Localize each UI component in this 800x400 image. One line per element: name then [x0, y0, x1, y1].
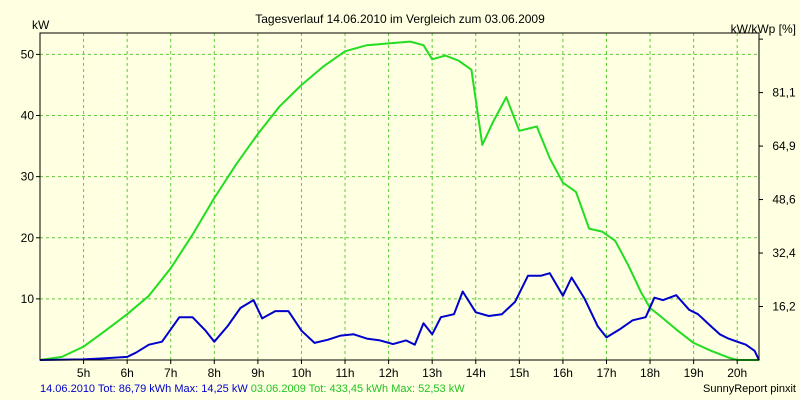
y-axis-right-label: kW/kWp [%] — [731, 22, 796, 36]
footer-legend: 14.06.2010 Tot: 86,79 kWh Max: 14,25 kW … — [40, 381, 465, 397]
x-tick-label: 18h — [640, 366, 660, 380]
x-tick-label: 17h — [596, 366, 616, 380]
y-left-tick-label: 30 — [21, 170, 35, 184]
series-line-1 — [39, 272, 760, 361]
plot-area — [40, 33, 759, 360]
x-tick-label: 6h — [120, 366, 133, 380]
plot-frame — [39, 32, 760, 361]
x-tick-label: 14h — [466, 366, 486, 380]
y-left-tick-label: 20 — [21, 231, 35, 245]
y-right-tick-label: 81,1 — [772, 86, 796, 100]
x-tick-label: 10h — [291, 366, 311, 380]
ticks: 5h 6h 7h 8h 9h 10h 11h 12h 13h 14h 15h 16h 17h 18h 19h… — [21, 38, 796, 380]
x-tick-label: 13h — [422, 366, 442, 380]
x-tick-label: 12h — [379, 366, 399, 380]
x-tick-label: 11h — [335, 366, 354, 380]
y-right-tick-label: 16,2 — [772, 300, 796, 314]
x-tick-label: 15h — [509, 366, 529, 380]
footer: 14.06.2010 Tot: 86,79 kWh Max: 14,25 kW … — [0, 381, 800, 397]
y-left-tick-label: 40 — [21, 109, 35, 123]
legend-series-2010: 14.06.2010 Tot: 86,79 kWh Max: 14,25 kW — [40, 383, 248, 395]
x-tick-label: 7h — [164, 366, 177, 380]
y-right-tick-label: 64,9 — [772, 139, 796, 153]
x-tick-label: 8h — [208, 366, 221, 380]
series-layer — [39, 40, 760, 361]
y-right-tick-label: 32,4 — [772, 246, 796, 260]
y-right-tick-label: 48,6 — [772, 193, 796, 207]
x-tick-label: 16h — [553, 366, 573, 380]
footer-credit: SunnyReport pinxit — [703, 383, 796, 395]
chart-title: Tagesverlauf 14.06.2010 im Vergleich zum… — [255, 12, 545, 26]
legend-series-2009: 03.06.2009 Tot: 433,45 kWh Max: 52,53 kW — [250, 383, 465, 395]
y-left-tick-label: 50 — [21, 47, 35, 61]
x-tick-label: 19h — [684, 366, 704, 380]
x-tick-label: 5h — [77, 366, 90, 380]
x-tick-label: 9h — [251, 366, 264, 380]
series-line-0 — [39, 40, 759, 361]
y-left-tick-label: 10 — [21, 292, 35, 306]
y-axis-left-label: kW — [32, 18, 50, 32]
x-tick-label: 20h — [727, 366, 747, 380]
